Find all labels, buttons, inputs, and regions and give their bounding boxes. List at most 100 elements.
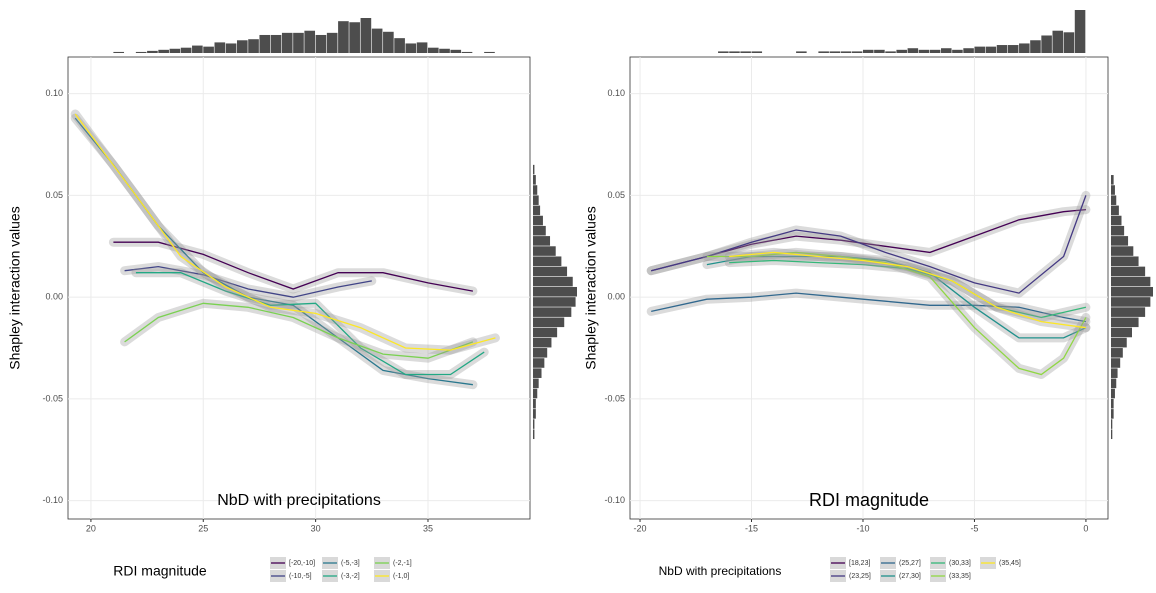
histogram-bar: [427, 47, 439, 53]
legend-label: (25,27]: [899, 560, 921, 567]
histogram-bar: [1111, 175, 1114, 185]
y-tick-label: 0.00: [607, 292, 625, 302]
histogram-bar: [996, 45, 1008, 53]
plot-panel: [629, 56, 1109, 520]
histogram-bar: [484, 51, 495, 53]
histogram-bar: [439, 48, 450, 53]
histogram-bar: [533, 388, 538, 399]
histogram-bar: [885, 51, 896, 53]
smooth-line: [729, 251, 1086, 329]
histogram-bar: [169, 48, 181, 53]
histogram-bar: [304, 30, 316, 53]
legend-label: (-10,-5]: [289, 573, 312, 580]
histogram-bar: [1063, 32, 1075, 53]
histogram-bar: [1111, 286, 1153, 297]
y-tick-label: 0.10: [607, 88, 625, 98]
histogram-bar: [1111, 327, 1132, 338]
inner-label: RDI magnitude: [809, 490, 929, 510]
histogram-bar: [533, 276, 573, 287]
y-tick-label: 0.10: [45, 88, 63, 98]
histogram-bar: [729, 51, 740, 53]
y-tick-label: -0.10: [604, 495, 625, 505]
histogram-bar: [796, 51, 807, 53]
histogram-bar: [1111, 246, 1134, 256]
histogram-bar: [349, 22, 360, 53]
histogram-bar: [533, 348, 548, 358]
histogram-bar: [1111, 337, 1127, 348]
histogram-bar: [533, 256, 562, 267]
histogram-bar: [338, 21, 349, 53]
histogram-bar: [1111, 236, 1129, 246]
smooth-line: [135, 272, 485, 376]
legend-label: (-3,-2]: [341, 573, 360, 580]
histogram-bar: [1111, 215, 1122, 226]
histogram-bar: [225, 43, 237, 53]
y-axis-label: Shapley interaction values: [583, 206, 599, 369]
histogram-bar: [394, 38, 405, 53]
histogram-bar: [158, 49, 169, 53]
histogram-bar: [450, 49, 462, 53]
histogram-bar: [896, 49, 907, 53]
x-tick-label: 25: [198, 523, 208, 533]
histogram-bar: [533, 337, 552, 348]
histogram-bar: [1111, 368, 1118, 378]
histogram-bar: [326, 32, 338, 53]
histogram-bar: [533, 185, 538, 195]
histogram-bar: [1111, 297, 1151, 307]
legend-label: (33,35]: [949, 573, 971, 580]
histogram-bar: [270, 34, 282, 53]
histogram-bar: [929, 49, 941, 53]
legend-label: (-1,0]: [393, 573, 409, 580]
histogram-bar: [533, 266, 568, 277]
histogram-bar: [1030, 40, 1041, 53]
histogram-bar: [1111, 419, 1113, 429]
histogram-bar: [533, 205, 541, 216]
x-tick-label: -10: [856, 523, 869, 533]
legend-label: (30,33]: [949, 560, 971, 567]
histogram-bar: [533, 317, 565, 328]
histogram-bar: [829, 51, 841, 53]
histogram-bar: [214, 42, 226, 53]
histogram-bar: [1052, 30, 1064, 53]
legend-label: [18,23]: [849, 560, 870, 567]
y-tick-label: -0.05: [604, 393, 625, 403]
histogram-bar: [383, 31, 394, 53]
histogram-bar: [952, 49, 963, 53]
smooth-line: [729, 259, 1087, 319]
legend-label: (-5,-3]: [341, 560, 360, 567]
legend-title: NbD with precipitations: [659, 564, 782, 578]
histogram-bar: [851, 51, 863, 53]
histogram-bar: [1007, 45, 1019, 53]
histogram-bar: [533, 297, 576, 307]
histogram-bar: [371, 28, 383, 53]
histogram-bar: [248, 39, 259, 53]
histogram-bar: [1111, 409, 1114, 419]
histogram-bar: [1111, 195, 1117, 205]
y-axis-label: Shapley interaction values: [7, 206, 23, 369]
histogram-bar: [533, 358, 545, 368]
y-tick-label: -0.10: [42, 495, 63, 505]
legend-title: RDI magnitude: [113, 563, 207, 579]
histogram-bar: [533, 409, 536, 419]
histogram-bar: [293, 32, 304, 53]
histogram-bar: [1111, 276, 1151, 287]
histogram-bar: [405, 43, 417, 53]
legend-label: (35,45]: [999, 560, 1021, 567]
histogram-bar: [533, 286, 577, 297]
histogram-bar: [135, 51, 147, 53]
x-tick-label: 30: [311, 523, 321, 533]
histogram-bar: [840, 51, 852, 53]
smooth-line: [651, 208, 1086, 272]
histogram-bar: [113, 51, 125, 53]
histogram-bar: [461, 51, 473, 53]
histogram-bar: [533, 378, 539, 389]
histogram-bar: [1111, 185, 1115, 195]
histogram-bar: [533, 429, 535, 440]
histogram-bar: [1041, 35, 1052, 53]
y-tick-label: 0.05: [607, 190, 625, 200]
histogram-bar: [1111, 225, 1125, 236]
histogram-bar: [1074, 10, 1086, 53]
histogram-bar: [1111, 307, 1146, 317]
histogram-bar: [180, 47, 192, 53]
histogram-bar: [1111, 256, 1139, 267]
